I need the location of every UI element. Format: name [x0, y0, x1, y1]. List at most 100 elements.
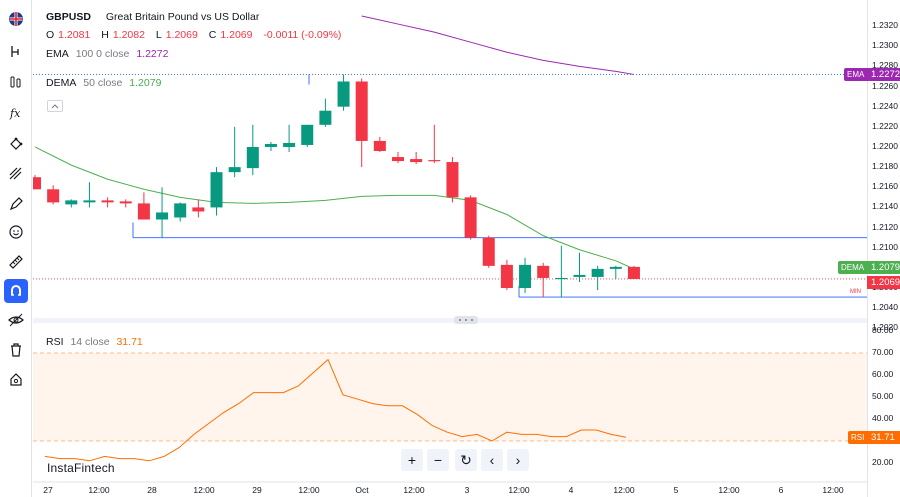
candle[interactable] — [355, 78, 368, 168]
tool-flag[interactable] — [4, 7, 28, 31]
scroll-left-button[interactable]: ‹ — [481, 449, 503, 471]
tool-pen[interactable] — [4, 192, 28, 216]
candle[interactable] — [555, 245, 568, 298]
candle[interactable] — [192, 199, 205, 218]
candle[interactable] — [101, 197, 114, 208]
dema-legend[interactable]: DEMA 50 close 1.2079 — [46, 77, 165, 89]
candle[interactable] — [500, 259, 513, 291]
time-axis-label: 12:00 — [88, 485, 110, 495]
ema-line[interactable] — [361, 15, 635, 75]
candle[interactable] — [246, 124, 259, 176]
ema-legend[interactable]: EMA 100 0 close 1.2272 — [46, 48, 172, 60]
dema-name: DEMA — [46, 77, 77, 89]
watermark-logo: InstaFintech — [47, 461, 115, 475]
candle[interactable] — [337, 74, 350, 111]
ema-axis-tag: EMA — [844, 68, 868, 82]
scroll-right-button[interactable]: › — [507, 449, 529, 471]
candle[interactable] — [319, 98, 332, 127]
pane-resize-grip[interactable] — [454, 316, 478, 324]
tool-brush[interactable] — [4, 162, 28, 186]
chart-background — [33, 0, 867, 497]
tool-home[interactable] — [4, 367, 28, 391]
candle[interactable] — [65, 199, 78, 208]
tool-trash[interactable] — [4, 338, 28, 362]
candle[interactable] — [174, 202, 187, 222]
eye-icon — [8, 313, 24, 327]
tool-eye[interactable] — [4, 308, 28, 332]
fib-icon: fx — [9, 107, 21, 120]
zoom-out-button[interactable]: − — [427, 449, 449, 471]
candle[interactable] — [83, 182, 96, 208]
tool-trend-line[interactable] — [4, 70, 28, 94]
candle[interactable] — [519, 257, 532, 294]
chart-area[interactable]: 27 12:00 28 12:00 29 12:00 Oct 12:00 3 12:00 4 12:0… — [33, 0, 867, 497]
ruler-icon — [9, 255, 23, 269]
tool-ruler[interactable] — [4, 250, 28, 274]
rsi-legend[interactable]: RSI 14 close 31.71 — [46, 336, 147, 348]
price-axis-label: 1.2100 — [872, 241, 898, 252]
rsi-value: 31.71 — [116, 336, 143, 348]
candle[interactable] — [210, 167, 223, 216]
symbol-name[interactable]: GBPUSD — [46, 11, 91, 23]
candle[interactable] — [47, 185, 60, 205]
price-axis-label: 1.2220 — [872, 120, 898, 131]
candle[interactable] — [392, 152, 404, 164]
trash-icon — [11, 343, 21, 357]
tool-fib[interactable]: fx — [4, 101, 28, 125]
candle[interactable] — [464, 195, 477, 240]
open-label: O — [46, 29, 55, 41]
chart-canvas[interactable]: 27 12:00 28 12:00 29 12:00 Oct 12:00 3 12:00 4 12:0… — [33, 0, 867, 497]
candle[interactable] — [264, 141, 277, 152]
time-axis-label: 28 — [147, 485, 157, 495]
rsi-axis-value: 31.71 — [867, 431, 900, 445]
time-axis-label: 12:00 — [822, 485, 844, 495]
low-label: L — [155, 29, 162, 41]
close-value: 1.2069 — [220, 29, 253, 41]
rsi-params: 14 close — [70, 336, 110, 348]
candle[interactable] — [228, 126, 241, 178]
time-axis-label: 5 — [674, 485, 679, 495]
candle[interactable] — [137, 192, 150, 220]
price-axis-label: 1.2140 — [872, 201, 898, 212]
ema-params: 100 0 close — [75, 48, 130, 60]
candle[interactable] — [482, 235, 495, 268]
candle[interactable] — [119, 199, 132, 208]
tool-magnet[interactable] — [4, 279, 28, 303]
flag-icon — [9, 12, 23, 26]
dema-line[interactable] — [34, 146, 635, 270]
drawing-toolbar: fx — [0, 0, 32, 497]
ema-value: 1.2272 — [136, 48, 169, 60]
candle[interactable] — [446, 157, 459, 203]
candle[interactable] — [283, 124, 296, 153]
price-axis-label: 1.2120 — [872, 221, 898, 232]
tool-node[interactable] — [4, 132, 28, 156]
rsi-line[interactable] — [44, 358, 627, 462]
tool-emoji[interactable] — [4, 220, 28, 244]
candle[interactable] — [156, 187, 169, 238]
ema-name: EMA — [46, 48, 69, 60]
candle[interactable] — [410, 152, 423, 165]
candle[interactable] — [301, 124, 314, 147]
ema-axis-value: 1.2272 — [867, 68, 900, 82]
rsi-axis-label: 50.00 — [872, 391, 894, 401]
time-axis-label: 6 — [779, 485, 784, 495]
candle[interactable] — [428, 124, 441, 164]
pane-separator[interactable] — [33, 318, 867, 323]
candle[interactable] — [373, 136, 386, 153]
candle[interactable] — [573, 252, 586, 282]
candle[interactable] — [627, 265, 640, 279]
candle[interactable] — [609, 265, 622, 279]
change-value: -0.0011 (-0.09%) — [263, 29, 342, 41]
svg-text:fx: fx — [9, 107, 21, 120]
rsi-axis-label: 60.00 — [872, 369, 894, 379]
time-axis-label: Oct — [355, 485, 369, 495]
tool-cursor[interactable] — [4, 40, 28, 64]
rsi-name: RSI — [46, 336, 64, 348]
price-axis-label: 1.2240 — [872, 100, 898, 111]
candle[interactable] — [537, 262, 550, 298]
collapse-legend-button[interactable] — [47, 100, 63, 112]
zoom-in-button[interactable]: + — [401, 449, 423, 471]
candle[interactable] — [591, 265, 604, 291]
reset-button[interactable]: ↻ — [455, 449, 477, 471]
candle[interactable] — [33, 175, 41, 190]
